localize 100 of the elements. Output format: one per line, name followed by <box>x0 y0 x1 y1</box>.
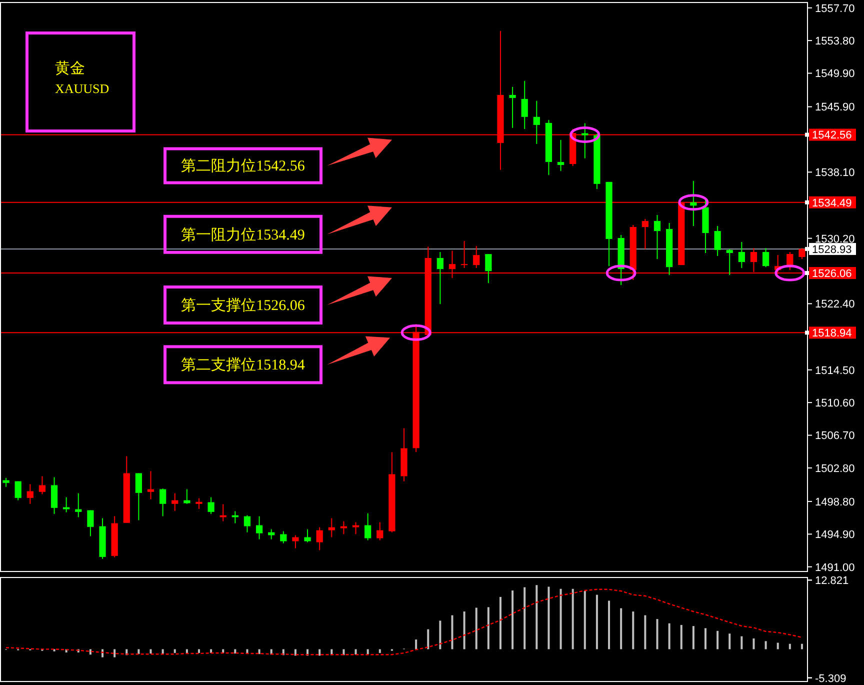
candlestick <box>376 522 384 541</box>
candlestick <box>14 480 22 501</box>
y-tick-label: 1491.00 <box>815 562 855 574</box>
bar <box>427 629 430 650</box>
bar <box>560 588 562 650</box>
candlestick <box>147 470 154 500</box>
bar <box>114 649 116 658</box>
bar <box>487 607 490 650</box>
bar <box>354 649 357 655</box>
text: 黄金 <box>55 60 85 77</box>
bar <box>716 630 719 650</box>
candlestick <box>172 492 178 512</box>
bar <box>704 628 706 650</box>
candlestick <box>460 240 468 269</box>
bar <box>524 587 526 650</box>
y-tick-label: 1553.80 <box>815 36 855 48</box>
bar <box>692 626 694 650</box>
candlestick <box>473 246 480 269</box>
bar <box>210 649 212 653</box>
bar <box>475 608 478 650</box>
annotation: 第一阻力位1534.49 <box>181 226 305 244</box>
ref-line-label: 1542.56 <box>812 130 852 142</box>
bar <box>258 649 260 654</box>
bar <box>282 649 284 656</box>
bar <box>788 644 791 650</box>
bar <box>620 608 622 650</box>
y-tick-label: 1506.70 <box>815 430 855 442</box>
candlestick <box>292 534 299 549</box>
bar <box>89 649 92 655</box>
bar <box>536 585 538 650</box>
bar <box>451 615 454 650</box>
bar <box>680 624 682 650</box>
candlestick <box>521 80 528 130</box>
candlestick <box>244 514 251 533</box>
ref-line-label: 1534.49 <box>812 197 852 210</box>
candlestick <box>509 86 516 128</box>
y-tick-label: 1494.90 <box>815 529 855 542</box>
candlestick <box>738 242 745 269</box>
y-tick-label: 1530.20 <box>815 233 855 246</box>
candlestick <box>654 214 661 260</box>
bar <box>752 638 755 650</box>
bar <box>608 600 610 650</box>
y-tick-label: -5.309 <box>815 672 846 685</box>
bar <box>234 649 236 654</box>
ref-line-label: 1526.06 <box>812 268 852 280</box>
bar <box>378 649 381 653</box>
candlestick <box>533 100 540 144</box>
bar <box>439 620 442 650</box>
y-tick-label: 12.821 <box>815 575 849 588</box>
bar <box>499 596 502 650</box>
y-tick-label: 1514.50 <box>815 364 855 377</box>
candlestick <box>280 530 287 544</box>
candlestick <box>436 252 444 305</box>
bar <box>764 641 767 650</box>
bar <box>656 619 658 650</box>
bar <box>138 649 140 654</box>
candlestick <box>557 139 564 172</box>
bar <box>596 594 598 650</box>
candlestick <box>642 218 649 250</box>
y-tick-label: 1557.70 <box>815 2 855 15</box>
bar <box>644 615 646 650</box>
bar <box>800 644 803 650</box>
y-tick-label: 1502.80 <box>815 462 855 475</box>
candlestick <box>208 496 214 514</box>
y-tick-label: 1545.90 <box>815 102 855 114</box>
candlestick <box>582 122 588 159</box>
annotation: 第二支撑位1518.94 <box>181 356 306 374</box>
bar <box>728 634 731 650</box>
candlestick <box>762 248 770 268</box>
candlestick <box>196 498 202 510</box>
candlestick <box>256 516 263 540</box>
bar <box>415 640 418 650</box>
candlestick <box>26 484 34 504</box>
candlestick <box>63 496 70 513</box>
candlestick <box>485 254 492 284</box>
bar <box>776 642 779 650</box>
bar <box>740 636 743 650</box>
candlestick <box>304 528 311 543</box>
candlestick <box>38 476 46 495</box>
bar <box>186 649 188 653</box>
bar <box>584 591 586 650</box>
y-tick-label: 1538.10 <box>815 167 855 180</box>
bar <box>463 611 466 650</box>
candlestick <box>87 510 94 537</box>
bar <box>366 649 369 654</box>
bar <box>548 586 550 650</box>
bar <box>162 649 164 654</box>
y-tick-label: 1510.60 <box>815 398 855 410</box>
candlestick <box>340 520 348 535</box>
ref-line-label: 1528.93 <box>812 244 852 256</box>
bar <box>342 649 345 656</box>
candlestick <box>316 526 323 551</box>
candlestick <box>159 488 166 517</box>
text: XAUUSD <box>55 81 110 96</box>
bar <box>632 611 634 650</box>
bar <box>668 623 670 650</box>
y-tick-label: 1549.90 <box>815 68 855 80</box>
candlestick <box>726 248 733 276</box>
bar <box>318 649 321 656</box>
candlestick <box>50 476 58 514</box>
